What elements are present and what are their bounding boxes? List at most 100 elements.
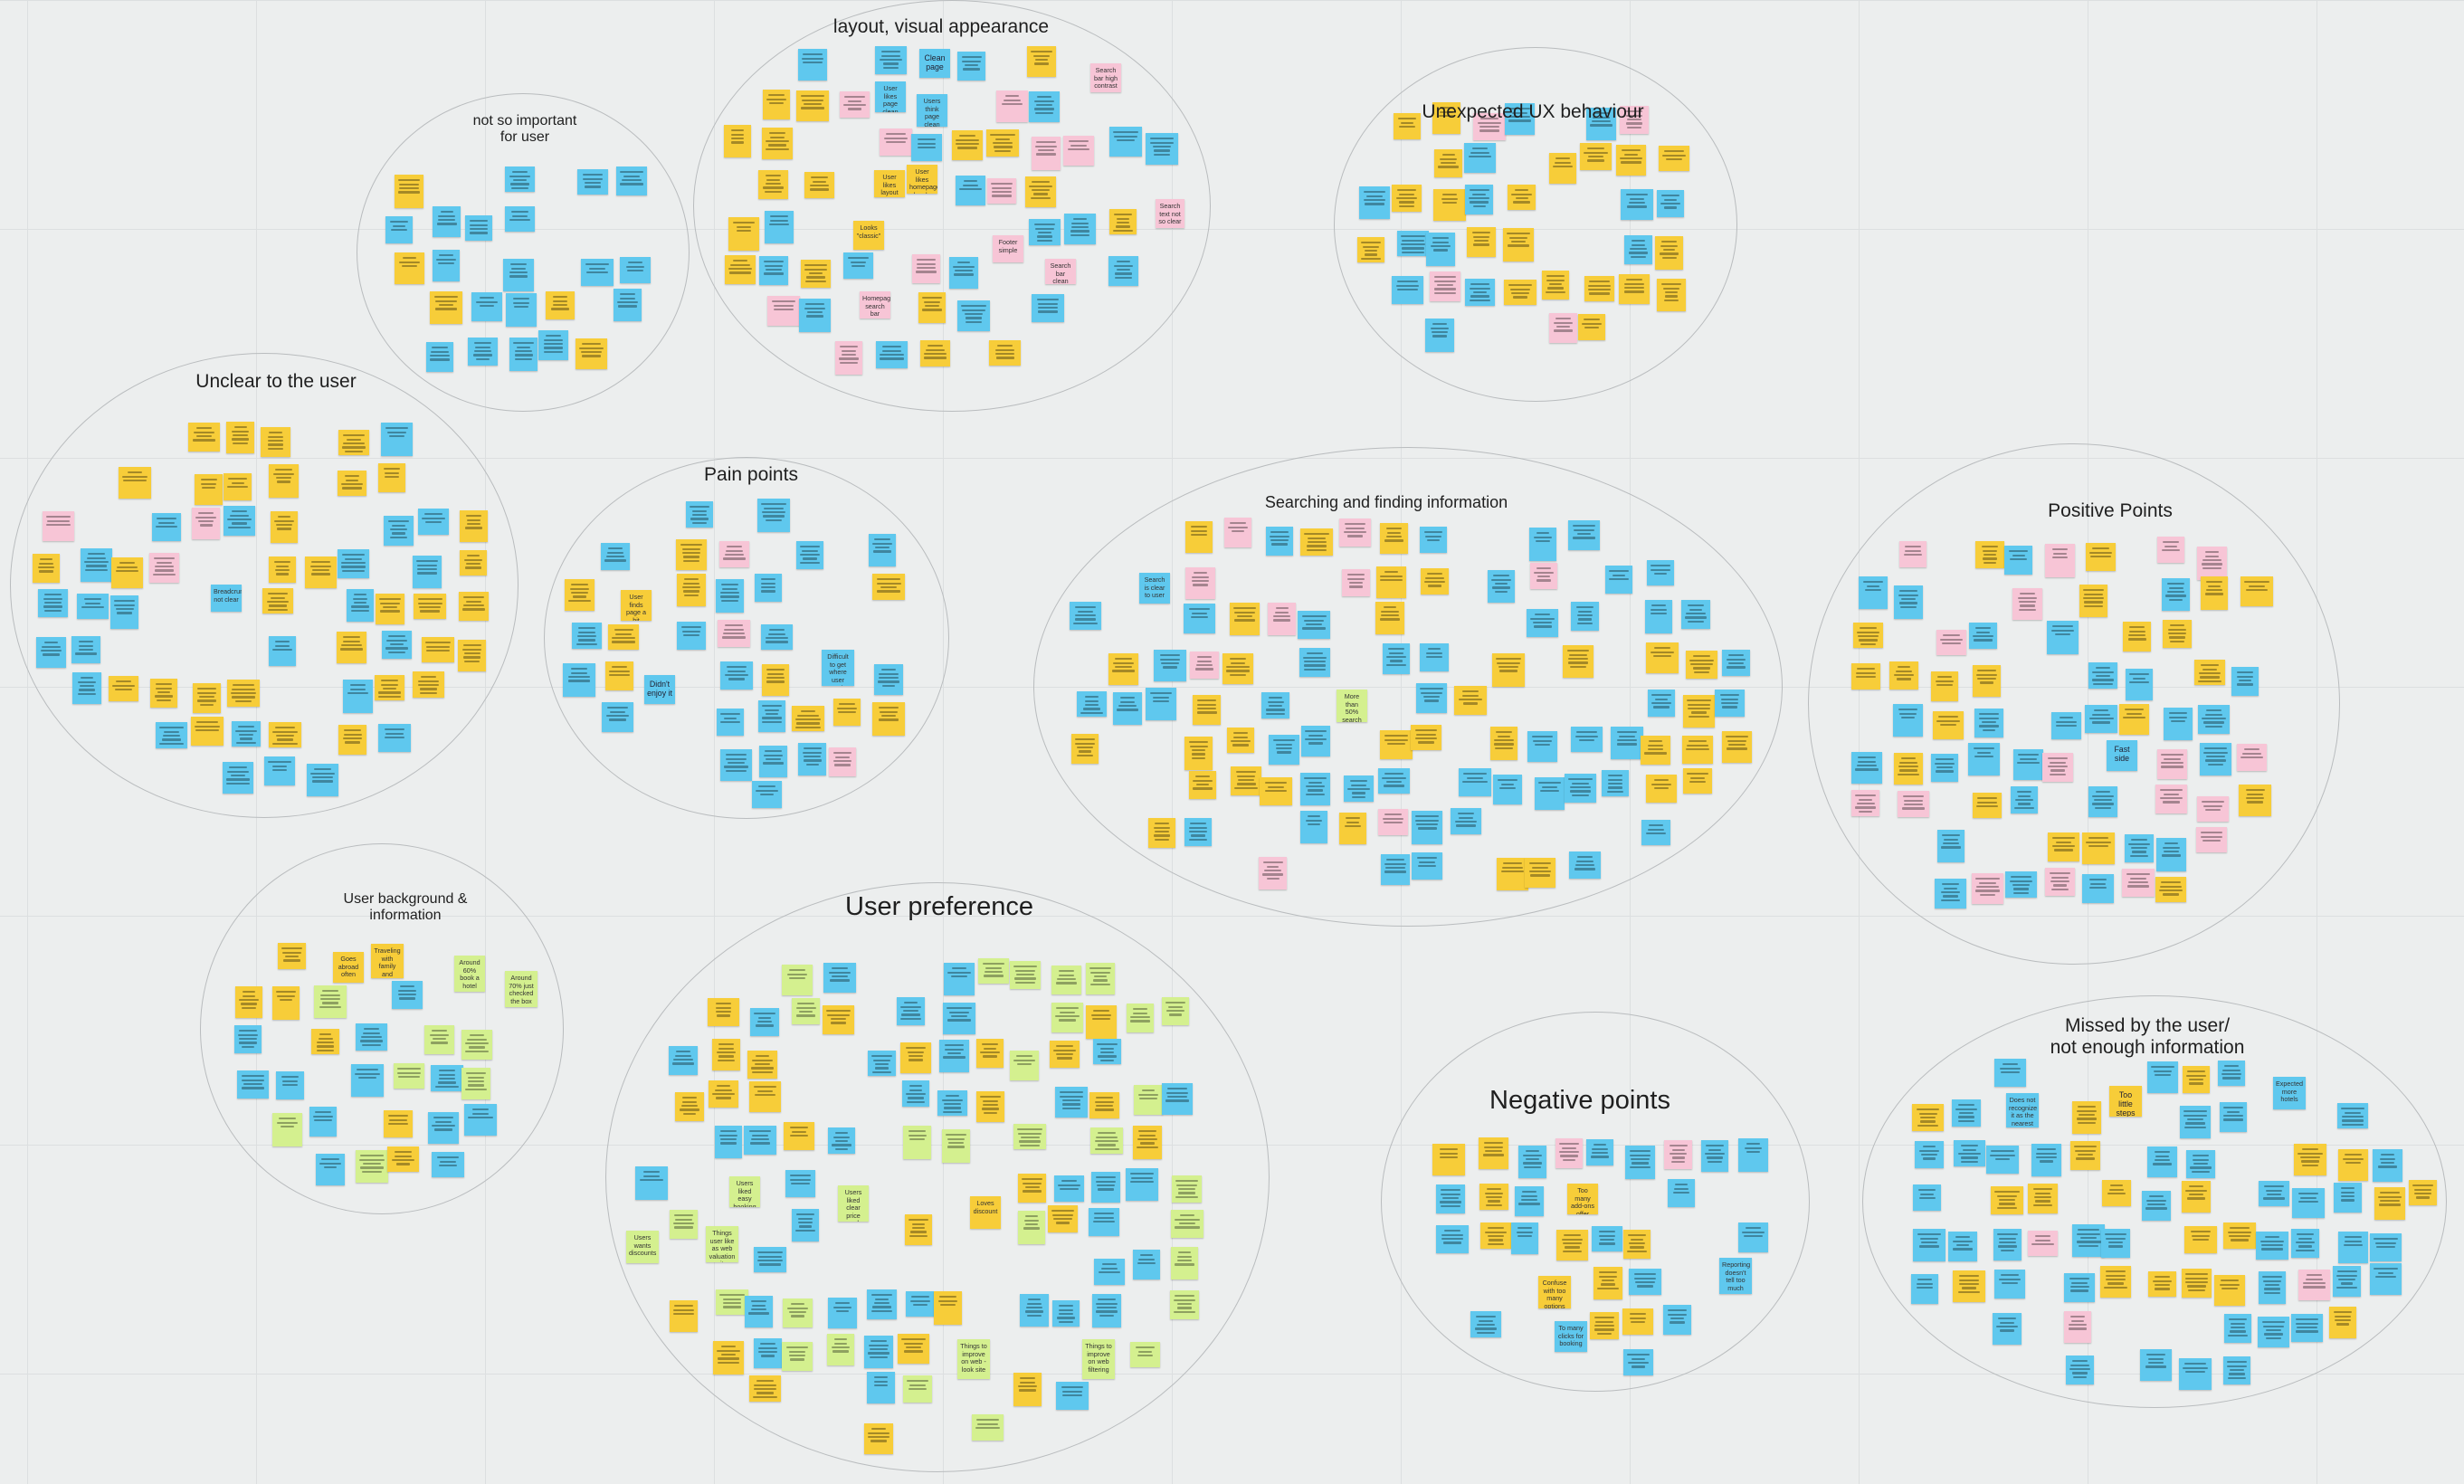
sticky-note[interactable] (375, 675, 404, 700)
sticky-note[interactable] (1898, 791, 1929, 817)
sticky-note[interactable] (1171, 1210, 1203, 1238)
sticky-note[interactable] (675, 1092, 704, 1121)
sticky-note[interactable] (461, 1030, 492, 1060)
sticky-note[interactable] (944, 963, 975, 995)
sticky-note[interactable] (264, 756, 295, 785)
sticky-note[interactable] (71, 636, 100, 663)
sticky-note[interactable] (1380, 730, 1413, 759)
sticky-note[interactable] (2157, 537, 2184, 563)
sticky-note[interactable] (2011, 786, 2038, 813)
sticky-note[interactable] (763, 90, 790, 119)
sticky-note[interactable] (538, 330, 568, 360)
sticky-note[interactable] (2066, 1356, 2094, 1384)
sticky-note[interactable] (1974, 709, 2003, 737)
sticky-note[interactable] (608, 624, 639, 650)
sticky-note[interactable] (2223, 1356, 2250, 1384)
sticky-note[interactable] (424, 1025, 454, 1054)
sticky-note[interactable] (1109, 209, 1137, 234)
sticky-note[interactable] (2162, 578, 2190, 611)
cluster-unexpected[interactable] (1334, 47, 1737, 402)
sticky-note[interactable] (506, 293, 537, 327)
sticky-note[interactable] (188, 423, 220, 452)
sticky-note[interactable] (987, 178, 1016, 204)
sticky-note[interactable] (758, 170, 788, 199)
sticky-note[interactable] (2201, 576, 2228, 610)
sticky-note[interactable] (1051, 966, 1081, 994)
sticky-note[interactable] (2294, 1144, 2326, 1175)
sticky-note[interactable] (232, 721, 261, 747)
sticky-note[interactable] (1146, 688, 1176, 720)
sticky-note[interactable] (1063, 136, 1094, 166)
sticky-note[interactable] (2102, 1180, 2131, 1206)
sticky-note[interactable] (754, 1338, 782, 1368)
sticky-note[interactable] (2292, 1188, 2325, 1218)
sticky-note[interactable] (943, 1003, 975, 1034)
sticky-note[interactable] (719, 541, 749, 567)
sticky-note[interactable] (715, 1126, 742, 1158)
sticky-note[interactable] (1556, 1230, 1588, 1260)
sticky-note[interactable] (1127, 1004, 1154, 1032)
sticky-note[interactable] (1170, 1290, 1199, 1319)
sticky-note[interactable] (744, 1126, 776, 1155)
sticky-note[interactable] (234, 1025, 262, 1053)
sticky-note[interactable] (796, 541, 823, 569)
sticky-note[interactable] (1018, 1174, 1046, 1203)
sticky-note[interactable] (505, 206, 535, 232)
sticky-note[interactable] (1681, 600, 1710, 629)
cluster-missed[interactable] (1862, 995, 2447, 1408)
sticky-note[interactable] (605, 661, 633, 690)
sticky-note[interactable] (2013, 749, 2043, 780)
sticky-note[interactable] (1054, 1175, 1084, 1202)
sticky-note[interactable] (829, 747, 856, 776)
sticky-note[interactable] (720, 661, 753, 690)
sticky-note[interactable] (2012, 588, 2042, 620)
sticky-note[interactable] (976, 1039, 1004, 1068)
sticky-note[interactable] (1421, 568, 1449, 595)
sticky-note[interactable] (1260, 777, 1292, 805)
sticky-note[interactable] (1953, 1270, 1985, 1302)
sticky-note[interactable] (428, 1112, 459, 1144)
sticky-note[interactable] (1032, 137, 1061, 170)
sticky-note[interactable] (1569, 851, 1601, 879)
sticky-note[interactable] (1991, 1186, 2023, 1214)
sticky-note[interactable] (905, 1214, 932, 1245)
sticky-note[interactable] (823, 1005, 854, 1034)
sticky-note[interactable] (1722, 650, 1750, 676)
sticky-note[interactable] (949, 257, 978, 289)
sticky-note[interactable] (1954, 1140, 1985, 1166)
sticky-note-labeled[interactable]: Fast side (2107, 740, 2137, 771)
sticky-note[interactable] (2051, 712, 2081, 739)
sticky-note[interactable] (1411, 725, 1441, 750)
sticky-note[interactable] (996, 90, 1028, 122)
sticky-note[interactable] (1527, 609, 1558, 637)
sticky-note[interactable] (1994, 1059, 2026, 1087)
sticky-note[interactable] (1738, 1138, 1768, 1172)
sticky-note[interactable] (869, 534, 896, 566)
sticky-note[interactable] (271, 511, 298, 543)
sticky-note[interactable] (725, 255, 756, 284)
sticky-note[interactable] (1994, 1270, 2025, 1298)
sticky-note[interactable] (1535, 777, 1565, 810)
sticky-note[interactable] (1555, 1138, 1583, 1168)
sticky-note[interactable] (418, 509, 449, 535)
sticky-note[interactable] (823, 963, 856, 993)
sticky-note[interactable] (1465, 279, 1495, 306)
sticky-note[interactable] (1378, 809, 1408, 835)
sticky-note[interactable] (2223, 1222, 2256, 1249)
sticky-note[interactable] (1416, 683, 1447, 713)
sticky-note[interactable] (754, 1247, 786, 1272)
sticky-note-labeled[interactable]: Users think page clean "tidy" (917, 94, 947, 127)
cluster-pain[interactable] (544, 457, 949, 819)
sticky-note[interactable] (1434, 149, 1462, 177)
sticky-note[interactable] (864, 1336, 893, 1368)
sticky-note[interactable] (1432, 1144, 1465, 1175)
sticky-note[interactable] (1064, 214, 1096, 244)
sticky-note-labeled[interactable]: Footer simple (993, 235, 1023, 262)
sticky-note[interactable] (1010, 1051, 1039, 1080)
sticky-note[interactable] (272, 986, 300, 1020)
sticky-note[interactable] (1222, 653, 1253, 684)
sticky-note[interactable] (224, 473, 252, 500)
sticky-note[interactable] (2147, 1061, 2178, 1093)
sticky-note[interactable] (150, 679, 177, 708)
